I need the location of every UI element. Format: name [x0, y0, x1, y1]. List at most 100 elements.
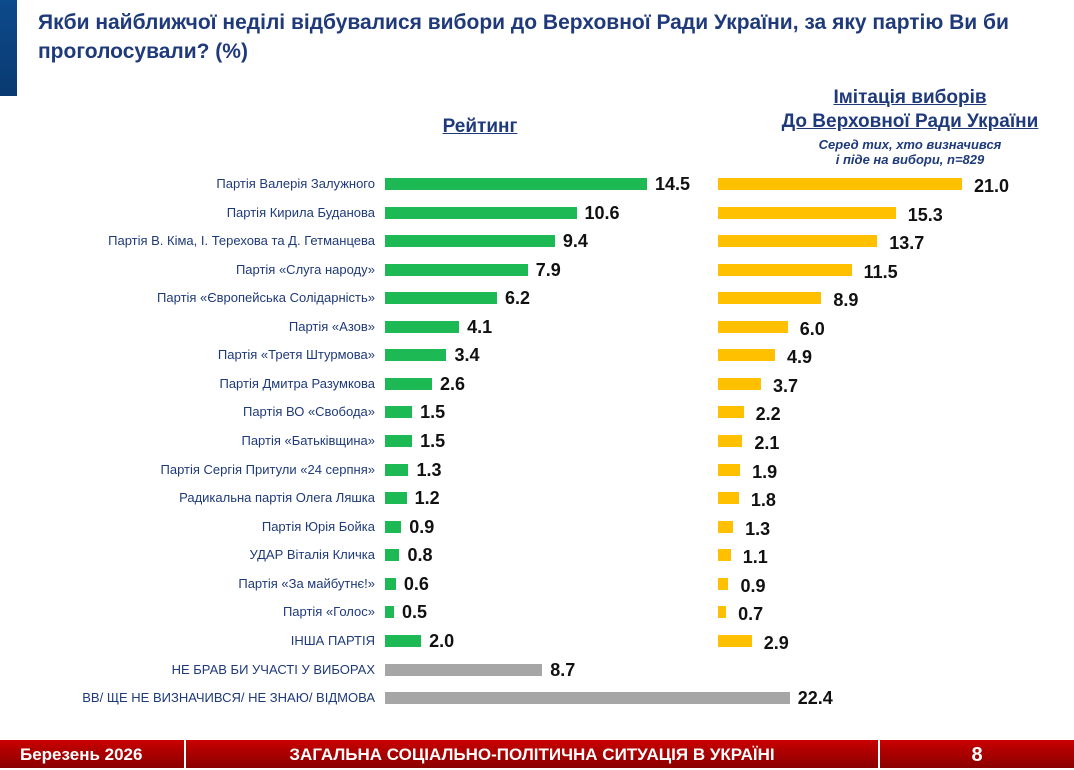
rating-value-label: 1.3: [416, 459, 442, 480]
simulation-bar: [718, 577, 729, 590]
category-label: Партія Сергія Притули «24 серпня»: [160, 461, 376, 477]
page-title: Якби найближчої неділі відбувалися вибор…: [38, 11, 1009, 63]
rating-value-label: 22.4: [797, 688, 833, 709]
simulation-bar: [718, 435, 743, 448]
rating-bar: [385, 292, 498, 305]
rating-bar: [385, 463, 409, 476]
rating-value-label: 14.5: [655, 174, 691, 194]
rating-header: Рейтинг: [442, 116, 518, 137]
simulation-value-label: 1.1: [742, 547, 768, 568]
category-label: Партія «Європейська Солідарність»: [157, 290, 375, 306]
rating-bar: [385, 663, 543, 676]
rating-value-label: 10.6: [584, 202, 620, 223]
simulation-bar: [718, 349, 775, 362]
category-label: Партія «Третя Штурмова»: [217, 347, 375, 363]
rating-value-label: 9.4: [562, 231, 588, 252]
footer-date: Березень 2026: [20, 745, 143, 764]
rating-bar: [385, 235, 555, 248]
simulation-value-label: 0.9: [740, 575, 766, 596]
simulation-value-label: 13.7: [889, 233, 925, 254]
rating-value-label: 6.2: [505, 288, 531, 309]
simulation-bar: [718, 292, 822, 305]
rating-bar: [385, 349, 447, 362]
simulation-header-line2: До Верховної Ради України: [781, 111, 1039, 132]
rating-value-label: 0.5: [402, 602, 428, 623]
simulation-value-label: 2.9: [763, 632, 789, 653]
simulation-bar: [718, 549, 731, 562]
rating-value-label: 0.6: [403, 573, 429, 594]
simulation-note: Серед тих, хто визначився і піде на вибо…: [760, 137, 1060, 167]
rating-bar: [385, 606, 395, 619]
rating-value-label: 1.5: [420, 402, 446, 423]
simulation-bar: [718, 206, 896, 219]
rating-bar: [385, 634, 422, 647]
simulation-value-label: 1.9: [752, 461, 778, 482]
simulation-bar: [718, 377, 761, 390]
rating-value-label: 4.1: [467, 316, 493, 337]
simulation-header-line1: Імітація виборів: [833, 87, 987, 108]
rating-bar: [385, 520, 402, 533]
simulation-bar: [718, 263, 852, 276]
simulation-bar: [718, 492, 739, 505]
category-label: Партія В. Кіма, І. Терехова та Д. Гетман…: [108, 233, 375, 249]
rating-value-label: 2.6: [439, 373, 465, 394]
category-label: ВВ/ ЩЕ НЕ ВИЗНАЧИВСЯ/ НЕ ЗНАЮ/ ВІДМОВА: [82, 690, 375, 706]
simulation-bar: [718, 178, 963, 190]
category-label: Партія «За майбутнє!»: [238, 575, 375, 591]
simulation-value-label: 2.1: [754, 433, 780, 454]
bar-chart: Партія Валерія Залужного 14.5 21.0 Партія К…: [82, 174, 1010, 709]
category-label: Партія Кирила Буданова: [226, 204, 375, 220]
footer: Березень 2026 ЗАГАЛЬНА СОЦІАЛЬНО-ПОЛІТИЧ…: [0, 740, 1074, 768]
rating-value-label: 1.5: [420, 431, 446, 452]
simulation-value-label: 4.9: [786, 347, 812, 368]
simulation-value-label: 21.0: [974, 176, 1010, 196]
rating-value-label: 8.7: [550, 659, 576, 680]
rating-bar: [385, 549, 400, 562]
simulation-value-label: 3.7: [772, 375, 799, 396]
rating-bar: [385, 435, 413, 448]
simulation-value-label: 1.8: [750, 490, 776, 511]
category-label: Партія «Слуга народу»: [235, 261, 375, 277]
category-label: Партія ВО «Свобода»: [242, 404, 375, 420]
simulation-value-label: 6.0: [799, 318, 825, 339]
simulation-bar: [718, 634, 752, 647]
rating-value-label: 1.2: [414, 488, 440, 509]
rating-bar: [385, 577, 396, 590]
simulation-note-line1: Серед тих, хто визначився: [818, 137, 1002, 152]
simulation-bar: [718, 463, 741, 476]
rating-value-label: 3.4: [454, 345, 480, 366]
rating-bar: [385, 178, 647, 190]
simulation-value-label: 0.7: [738, 604, 764, 625]
rating-value-label: 0.8: [407, 545, 433, 566]
category-label: Партія «Азов»: [288, 318, 375, 334]
footer-divider: [184, 740, 186, 768]
simulation-bar: [718, 606, 727, 619]
footer-divider: [878, 740, 880, 768]
rating-bar: [385, 206, 577, 219]
simulation-bar: [718, 406, 744, 419]
sidebar-accent: [0, 0, 17, 96]
category-label: Партія «Голос»: [282, 604, 375, 620]
simulation-value-label: 1.3: [745, 518, 771, 539]
simulation-bar: [718, 520, 734, 533]
simulation-bar: [718, 235, 878, 248]
rating-bar: [385, 263, 528, 276]
category-label: Радикальна партія Олега Ляшка: [179, 490, 375, 506]
rating-value-label: 2.0: [429, 630, 455, 651]
simulation-value-label: 11.5: [863, 261, 898, 282]
category-label: Партія Валерія Залужного: [216, 176, 375, 191]
rating-bar: [385, 492, 407, 505]
simulation-header: Імітація виборів До Верховної Ради Украї…: [760, 86, 1060, 134]
simulation-bar: [718, 320, 788, 333]
footer-section: ЗАГАЛЬНА СОЦІАЛЬНО-ПОЛІТИЧНА СИТУАЦІЯ В …: [289, 745, 775, 764]
rating-value-label: 0.9: [409, 516, 435, 537]
rating-bar: [385, 406, 413, 419]
category-label: НЕ БРАВ БИ УЧАСТІ У ВИБОРАХ: [171, 661, 375, 677]
rating-bar: [385, 692, 790, 705]
simulation-value-label: 8.9: [833, 290, 859, 311]
category-label: Партія «Батьківщина»: [241, 433, 375, 449]
rating-bar: [385, 320, 460, 333]
simulation-value-label: 15.3: [907, 204, 943, 225]
page-number: 8: [971, 744, 983, 766]
simulation-note-line2: і піде на вибори, n=829: [835, 152, 985, 167]
